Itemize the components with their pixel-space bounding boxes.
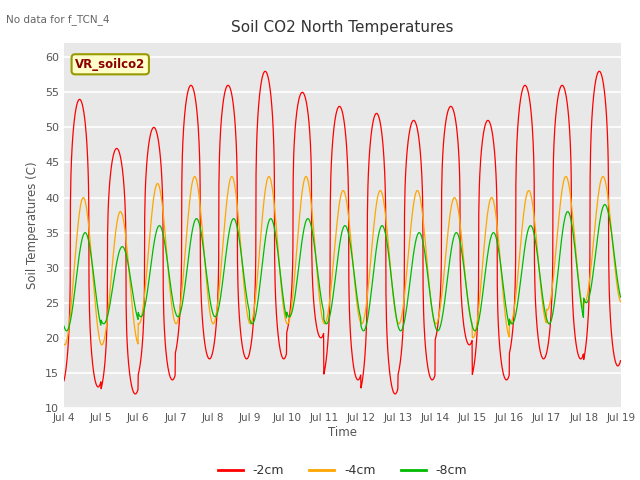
-4cm <box>583 294 591 300</box>
-2cm <box>568 275 575 280</box>
Text: VR_soilco2: VR_soilco2 <box>75 58 145 71</box>
-2cm <box>131 391 139 397</box>
-2cm <box>60 378 68 384</box>
-4cm <box>98 342 106 348</box>
Title: Soil CO2 North Temperatures: Soil CO2 North Temperatures <box>231 20 454 35</box>
Y-axis label: Soil Temperatures (C): Soil Temperatures (C) <box>26 162 40 289</box>
Line: -4cm: -4cm <box>64 177 621 345</box>
-8cm <box>617 294 625 300</box>
-8cm <box>60 323 68 329</box>
-2cm <box>359 375 367 381</box>
-8cm <box>568 220 575 226</box>
-2cm <box>371 112 379 118</box>
-4cm <box>599 174 607 180</box>
-4cm <box>60 341 68 347</box>
-8cm <box>358 327 366 333</box>
-4cm <box>216 284 223 289</box>
-4cm <box>371 216 378 222</box>
-4cm <box>504 331 512 336</box>
-8cm <box>583 300 591 305</box>
Text: No data for f_TCN_4: No data for f_TCN_4 <box>6 14 110 25</box>
Line: -8cm: -8cm <box>64 204 621 331</box>
-8cm <box>504 318 512 324</box>
X-axis label: Time: Time <box>328 426 357 439</box>
-8cm <box>63 328 70 334</box>
-8cm <box>371 260 378 265</box>
-2cm <box>584 328 591 334</box>
-4cm <box>568 202 575 208</box>
Legend: -2cm, -4cm, -8cm: -2cm, -4cm, -8cm <box>212 459 472 480</box>
-2cm <box>617 358 625 363</box>
-4cm <box>617 299 625 305</box>
-2cm <box>216 154 223 159</box>
-2cm <box>261 68 269 74</box>
-2cm <box>504 375 512 381</box>
-8cm <box>601 202 609 207</box>
Line: -2cm: -2cm <box>64 71 621 394</box>
-4cm <box>358 320 366 326</box>
-8cm <box>216 301 223 307</box>
